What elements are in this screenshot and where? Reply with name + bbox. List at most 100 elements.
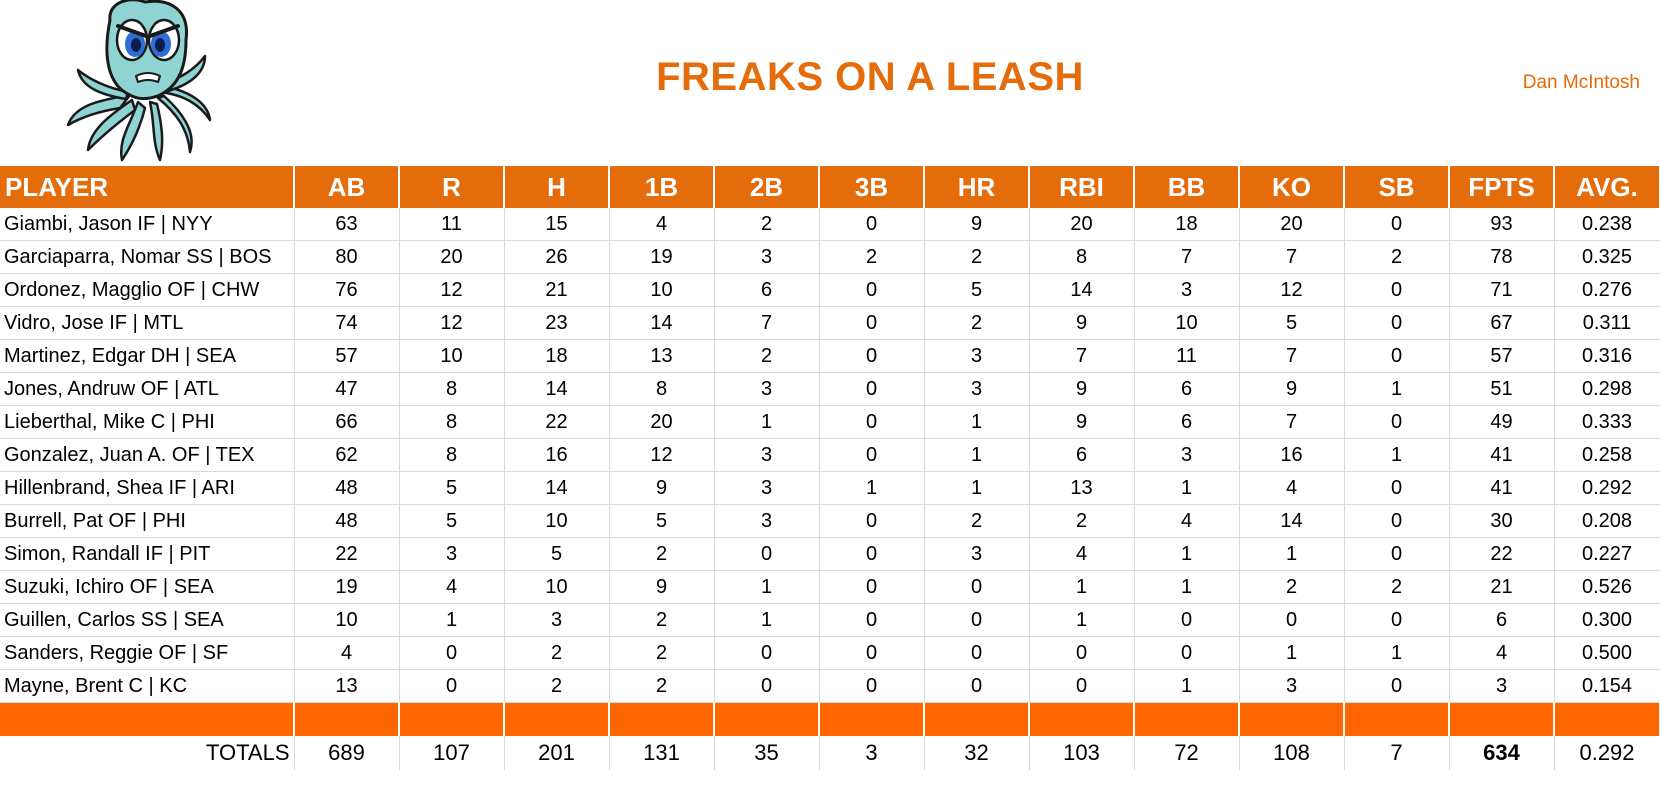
stat-cell-hr: 2 — [924, 306, 1030, 340]
stat-cell-2b: 1 — [714, 603, 820, 637]
table-row: Giambi, Jason IF | NYY 63 11 15 4 2 0 9 20 18 20 0 9… — [0, 208, 1660, 241]
stat-cell-bb: 0 — [1134, 603, 1240, 637]
stat-cell-hr: 1 — [924, 405, 1030, 439]
stat-cell-rbi: 14 — [1029, 273, 1135, 307]
stat-cell-h: 15 — [504, 208, 610, 241]
spacer-cell — [1029, 702, 1135, 736]
spacer-cell — [294, 702, 400, 736]
total-cell-r: 107 — [399, 736, 505, 770]
player-name-cell: Ordonez, Magglio OF | CHW — [0, 273, 295, 307]
player-name-cell: Garciaparra, Nomar SS | BOS — [0, 240, 295, 274]
stat-cell-ko: 0 — [1239, 603, 1345, 637]
stat-cell-ab: 63 — [294, 208, 400, 241]
stat-cell-bb: 1 — [1134, 471, 1240, 505]
stat-cell-r: 8 — [399, 438, 505, 472]
stat-cell-2b: 0 — [714, 537, 820, 571]
spacer-cell — [1554, 702, 1660, 736]
player-name-cell: Giambi, Jason IF | NYY — [0, 208, 295, 241]
stat-cell-3b: 0 — [819, 339, 925, 373]
stat-cell-h: 10 — [504, 504, 610, 538]
table-row: Lieberthal, Mike C | PHI 66 8 22 20 1 0 1 9 6 7 0 49… — [0, 405, 1660, 439]
stats-table: PLAYER AB R H 1B 2B 3B HR RBI BB KO SB FPTS AVG. Giam… — [0, 166, 1660, 770]
stat-cell-r: 5 — [399, 471, 505, 505]
stat-cell-1b: 2 — [609, 603, 715, 637]
stat-cell-hr: 3 — [924, 537, 1030, 571]
stat-cell-1b: 5 — [609, 504, 715, 538]
stat-cell-rbi: 2 — [1029, 504, 1135, 538]
stat-cell-hr: 2 — [924, 504, 1030, 538]
stat-cell-fpts: 57 — [1449, 339, 1555, 373]
total-cell-hr: 32 — [924, 736, 1030, 770]
column-header-3b: 3B — [819, 166, 925, 208]
total-cell-h: 201 — [504, 736, 610, 770]
stat-cell-ko: 9 — [1239, 372, 1345, 406]
totals-row: TOTALS 689 107 201 131 35 3 32 103 72 108 7 634 0.292 — [0, 736, 1660, 770]
stat-cell-3b: 0 — [819, 273, 925, 307]
column-header-2b: 2B — [714, 166, 820, 208]
stat-cell-1b: 12 — [609, 438, 715, 472]
player-name-cell: Hillenbrand, Shea IF | ARI — [0, 471, 295, 505]
stat-cell-hr: 0 — [924, 603, 1030, 637]
table-header-row: PLAYER AB R H 1B 2B 3B HR RBI BB KO SB FPTS AVG. — [0, 166, 1660, 208]
stat-cell-bb: 18 — [1134, 208, 1240, 241]
stat-cell-hr: 0 — [924, 636, 1030, 670]
spacer-cell — [924, 702, 1030, 736]
owner-name: Dan McIntosh — [1522, 72, 1640, 93]
stat-cell-ab: 48 — [294, 471, 400, 505]
stat-cell-sb: 0 — [1344, 504, 1450, 538]
stat-cell-r: 8 — [399, 405, 505, 439]
player-name-cell: Suzuki, Ichiro OF | SEA — [0, 570, 295, 604]
stat-cell-bb: 3 — [1134, 273, 1240, 307]
stat-cell-sb: 0 — [1344, 603, 1450, 637]
stat-cell-ko: 20 — [1239, 208, 1345, 241]
stat-cell-ko: 12 — [1239, 273, 1345, 307]
player-name-cell: Lieberthal, Mike C | PHI — [0, 405, 295, 439]
column-header-avg: AVG. — [1554, 166, 1660, 208]
stat-cell-h: 21 — [504, 273, 610, 307]
total-cell-fpts: 634 — [1449, 736, 1555, 770]
stat-cell-fpts: 78 — [1449, 240, 1555, 274]
stat-cell-sb: 0 — [1344, 273, 1450, 307]
stat-cell-fpts: 49 — [1449, 405, 1555, 439]
stat-cell-3b: 0 — [819, 636, 925, 670]
stat-cell-ab: 66 — [294, 405, 400, 439]
table-row: Mayne, Brent C | KC 13 0 2 2 0 0 0 0 1 3 0 3 0.154 — [0, 669, 1660, 703]
stat-cell-2b: 2 — [714, 208, 820, 241]
stat-cell-ab: 57 — [294, 339, 400, 373]
octopus-mascot-icon — [60, 0, 220, 165]
stat-cell-2b: 2 — [714, 339, 820, 373]
column-header-ko: KO — [1239, 166, 1345, 208]
table-row: Garciaparra, Nomar SS | BOS 80 20 26 19 3 2 2 8 7… — [0, 240, 1660, 274]
stat-cell-1b: 2 — [609, 537, 715, 571]
stat-cell-fpts: 3 — [1449, 669, 1555, 703]
table-row: Guillen, Carlos SS | SEA 10 1 3 2 1 0 0 1 0 0 0 6 0.3… — [0, 603, 1660, 637]
stat-cell-avg: 0.298 — [1554, 372, 1660, 406]
stat-cell-r: 4 — [399, 570, 505, 604]
stat-cell-avg: 0.276 — [1554, 273, 1660, 307]
stat-cell-ko: 7 — [1239, 405, 1345, 439]
stat-cell-2b: 3 — [714, 471, 820, 505]
stat-cell-ab: 80 — [294, 240, 400, 274]
stat-cell-2b: 1 — [714, 570, 820, 604]
stat-cell-hr: 3 — [924, 372, 1030, 406]
stat-cell-2b: 0 — [714, 669, 820, 703]
stat-cell-sb: 1 — [1344, 438, 1450, 472]
stat-cell-h: 16 — [504, 438, 610, 472]
stat-cell-rbi: 20 — [1029, 208, 1135, 241]
table-row: Vidro, Jose IF | MTL 74 12 23 14 7 0 2 9 10 5 0 67 0.… — [0, 306, 1660, 340]
stat-cell-1b: 9 — [609, 570, 715, 604]
stat-cell-ko: 5 — [1239, 306, 1345, 340]
column-header-r: R — [399, 166, 505, 208]
spacer-cell — [819, 702, 925, 736]
stat-cell-avg: 0.333 — [1554, 405, 1660, 439]
stat-cell-rbi: 9 — [1029, 372, 1135, 406]
stat-cell-h: 18 — [504, 339, 610, 373]
stat-cell-ko: 16 — [1239, 438, 1345, 472]
stat-cell-r: 8 — [399, 372, 505, 406]
stat-cell-3b: 0 — [819, 570, 925, 604]
stat-cell-sb: 2 — [1344, 240, 1450, 274]
stat-cell-sb: 2 — [1344, 570, 1450, 604]
stat-cell-bb: 6 — [1134, 405, 1240, 439]
table-row: Martinez, Edgar DH | SEA 57 10 18 13 2 0 3 7 11 7 0… — [0, 339, 1660, 373]
